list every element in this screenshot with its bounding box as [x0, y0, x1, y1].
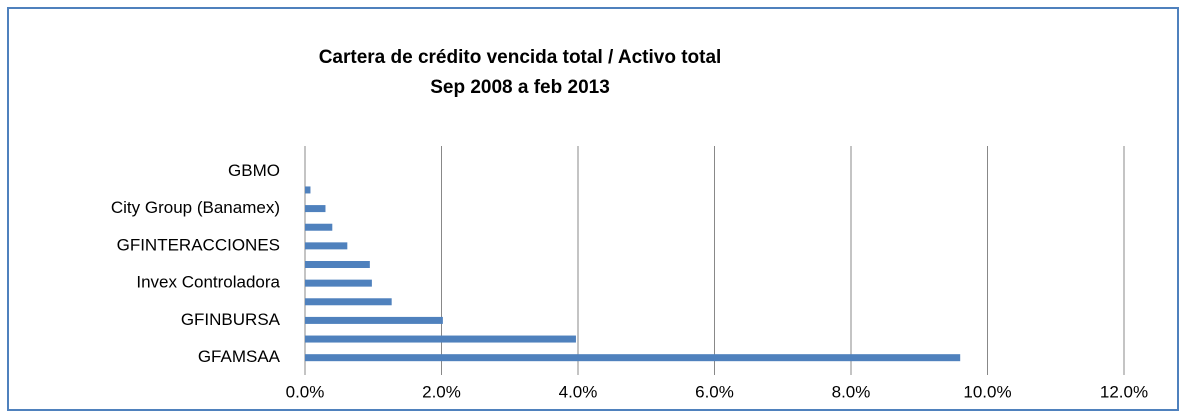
y-tick-label: Invex Controladora [136, 273, 280, 292]
y-tick-label: City Group (Banamex) [111, 198, 280, 217]
y-tick-label: GFINTERACCIONES [117, 235, 280, 254]
chart-subtitle: Sep 2008 a feb 2013 [430, 77, 610, 98]
bar [305, 205, 326, 213]
bar [305, 242, 348, 250]
bar [305, 316, 443, 324]
bar [305, 335, 576, 343]
x-tick-label: 0.0% [286, 382, 325, 401]
bar [305, 354, 961, 362]
x-tick-label: 6.0% [695, 382, 734, 401]
bar [305, 261, 370, 268]
bar [305, 279, 372, 287]
y-tick-label: GBMO [228, 161, 280, 180]
x-tick-label: 8.0% [832, 382, 871, 401]
bar [305, 186, 311, 194]
x-tick-label: 12.0% [1100, 382, 1148, 401]
x-tick-label: 10.0% [963, 382, 1011, 401]
bar [305, 223, 333, 231]
y-tick-label: GFINBURSA [181, 310, 281, 329]
chart-frame [7, 7, 1179, 411]
x-tick-label: 2.0% [422, 382, 461, 401]
x-tick-label: 4.0% [559, 382, 598, 401]
bar [305, 298, 392, 306]
chart-title: Cartera de crédito vencida total / Activ… [319, 47, 722, 68]
y-tick-label: GFAMSAA [198, 347, 281, 366]
